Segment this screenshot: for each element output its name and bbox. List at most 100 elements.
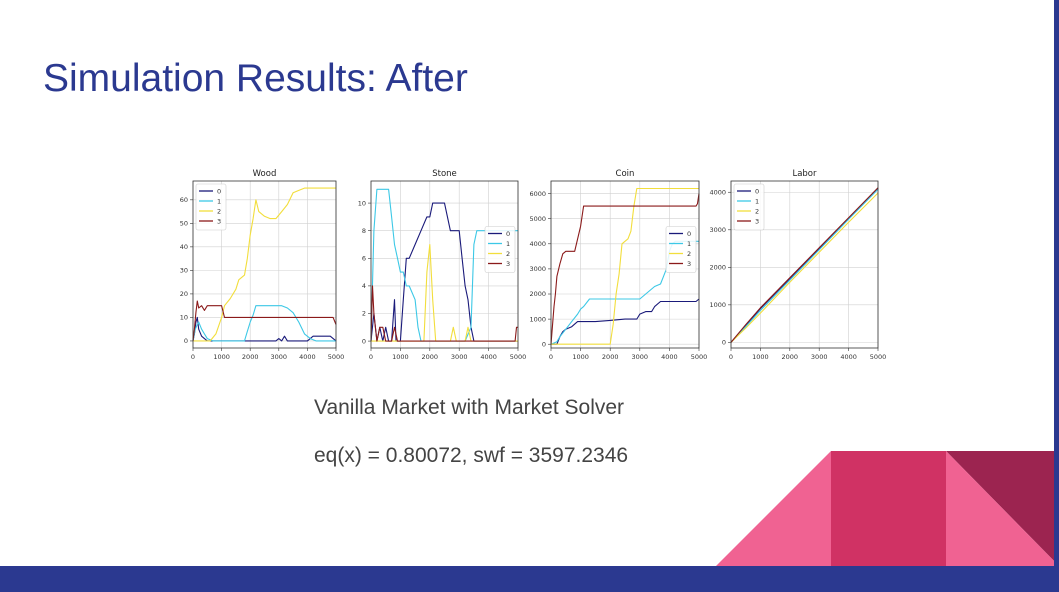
tick-label-y: 6 xyxy=(362,254,366,262)
tick-label-y: 3000 xyxy=(709,226,726,234)
tick-label-y: 20 xyxy=(180,290,188,298)
tick-label-x: 1000 xyxy=(752,353,769,361)
legend-label-labor-0: 0 xyxy=(755,187,759,195)
chart-title-stone: Stone xyxy=(432,169,457,179)
legend-label-stone-3: 3 xyxy=(506,260,510,268)
legend-label-stone-0: 0 xyxy=(506,230,510,238)
tick-label-x: 2000 xyxy=(602,353,619,361)
legend-label-labor-3: 3 xyxy=(755,217,759,225)
tick-label-x: 4000 xyxy=(840,353,857,361)
tick-label-y: 2000 xyxy=(529,290,546,298)
tick-label-x: 2000 xyxy=(242,353,259,361)
right-edge-bar xyxy=(1054,0,1059,566)
legend-label-wood-1: 1 xyxy=(217,197,221,205)
tick-label-y: 3000 xyxy=(529,265,546,273)
series-line-labor-1 xyxy=(730,188,879,343)
series-line-stone-3 xyxy=(370,285,518,342)
tick-label-y: 6000 xyxy=(529,190,546,198)
tick-label-y: 5000 xyxy=(529,215,546,223)
tick-label-x: 3000 xyxy=(811,353,828,361)
tick-label-x: 2000 xyxy=(782,353,799,361)
tick-label-y: 40 xyxy=(180,243,188,251)
tick-label-y: 2 xyxy=(362,310,366,318)
chart-labor: Labor 0 1000 2000 3000 4000 5000 0 1000 2000 3000 4… xyxy=(709,169,886,361)
legend-label-labor-1: 1 xyxy=(755,197,759,205)
tick-label-x: 2000 xyxy=(422,353,439,361)
chart-coin: Coin 0 1000 2000 3000 4000 5000 0 1000 2000 3000 40… xyxy=(529,169,707,361)
legend-label-labor-2: 2 xyxy=(755,207,759,215)
tick-label-y: 1000 xyxy=(529,315,546,323)
tick-label-y: 0 xyxy=(722,339,726,347)
plot-frame-labor xyxy=(730,180,879,349)
plot-frame-stone xyxy=(370,180,519,349)
tick-label-x: 3000 xyxy=(271,353,288,361)
tick-label-x: 3000 xyxy=(632,353,649,361)
tick-label-x: 0 xyxy=(729,353,733,361)
tick-label-x: 1000 xyxy=(392,353,409,361)
legend-label-wood-3: 3 xyxy=(217,217,221,225)
plot-frame-coin xyxy=(550,180,700,349)
series-line-stone-1 xyxy=(370,188,518,342)
tick-label-x: 5000 xyxy=(691,353,708,361)
caption-metrics: eq(x) = 0.80072, swf = 3597.2346 xyxy=(314,444,629,467)
chart-title-wood: Wood xyxy=(253,169,277,179)
chart-title-labor: Labor xyxy=(792,169,817,179)
deco-magenta-block xyxy=(831,451,946,566)
legend-label-coin-3: 3 xyxy=(687,260,691,268)
chart-stone: Stone 0 1000 2000 3000 4000 5000 0 2 4 6 8 10 0 1 2 3 xyxy=(358,169,527,361)
tick-label-x: 3000 xyxy=(451,353,468,361)
tick-label-y: 4 xyxy=(362,282,366,290)
series-line-coin-3 xyxy=(550,193,700,345)
tick-label-y: 1000 xyxy=(709,301,726,309)
series-line-wood-0 xyxy=(192,316,337,342)
tick-label-y: 4000 xyxy=(709,188,726,196)
legend-label-wood-2: 2 xyxy=(217,207,221,215)
tick-label-x: 4000 xyxy=(299,353,316,361)
tick-label-y: 0 xyxy=(362,337,366,345)
tick-label-x: 5000 xyxy=(328,353,345,361)
tick-label-x: 1000 xyxy=(213,353,230,361)
legend-box-labor xyxy=(733,183,765,231)
tick-label-y: 50 xyxy=(180,220,188,228)
series-line-labor-3 xyxy=(730,187,879,343)
legend-box-stone xyxy=(484,226,516,273)
tick-label-x: 4000 xyxy=(480,353,497,361)
legend-label-stone-1: 1 xyxy=(506,240,510,248)
tick-label-x: 0 xyxy=(191,353,195,361)
deco-light-pink-triangle xyxy=(716,451,831,566)
series-line-stone-0 xyxy=(370,202,518,342)
deco-light-pink-triangle-right xyxy=(946,451,1059,566)
tick-label-x: 0 xyxy=(369,353,373,361)
series-line-labor-2 xyxy=(730,192,879,343)
tick-label-y: 0 xyxy=(184,337,188,345)
legend-label-coin-0: 0 xyxy=(687,230,691,238)
slide-title: Simulation Results: After xyxy=(43,57,468,100)
tick-label-y: 8 xyxy=(362,227,366,235)
tick-label-y: 60 xyxy=(180,196,188,204)
legend-label-coin-1: 1 xyxy=(687,240,691,248)
tick-label-y: 4000 xyxy=(529,240,546,248)
chart-title-coin: Coin xyxy=(616,169,635,179)
tick-label-y: 10 xyxy=(180,314,188,322)
legend-box-wood xyxy=(195,183,227,231)
legend-label-coin-2: 2 xyxy=(687,250,691,258)
plot-frame-wood xyxy=(192,180,337,349)
tick-label-x: 4000 xyxy=(661,353,678,361)
tick-label-y: 30 xyxy=(180,267,188,275)
series-line-wood-2 xyxy=(193,187,336,342)
legend-box-coin xyxy=(665,226,697,273)
tick-label-y: 10 xyxy=(358,199,366,207)
tick-label-x: 5000 xyxy=(510,353,527,361)
tick-label-x: 0 xyxy=(549,353,553,361)
series-line-coin-2 xyxy=(551,187,699,345)
caption-market-type: Vanilla Market with Market Solver xyxy=(314,396,625,419)
legend-label-wood-0: 0 xyxy=(217,187,221,195)
footer-bar xyxy=(0,566,1059,592)
series-line-wood-1 xyxy=(192,305,336,342)
legend-label-stone-2: 2 xyxy=(506,250,510,258)
tick-label-y: 2000 xyxy=(709,264,726,272)
tick-label-y: 0 xyxy=(542,340,546,348)
chart-wood: Wood 0 1000 2000 3000 4000 5000 0 10 20 30 40 50 60 0 1… xyxy=(180,169,345,361)
